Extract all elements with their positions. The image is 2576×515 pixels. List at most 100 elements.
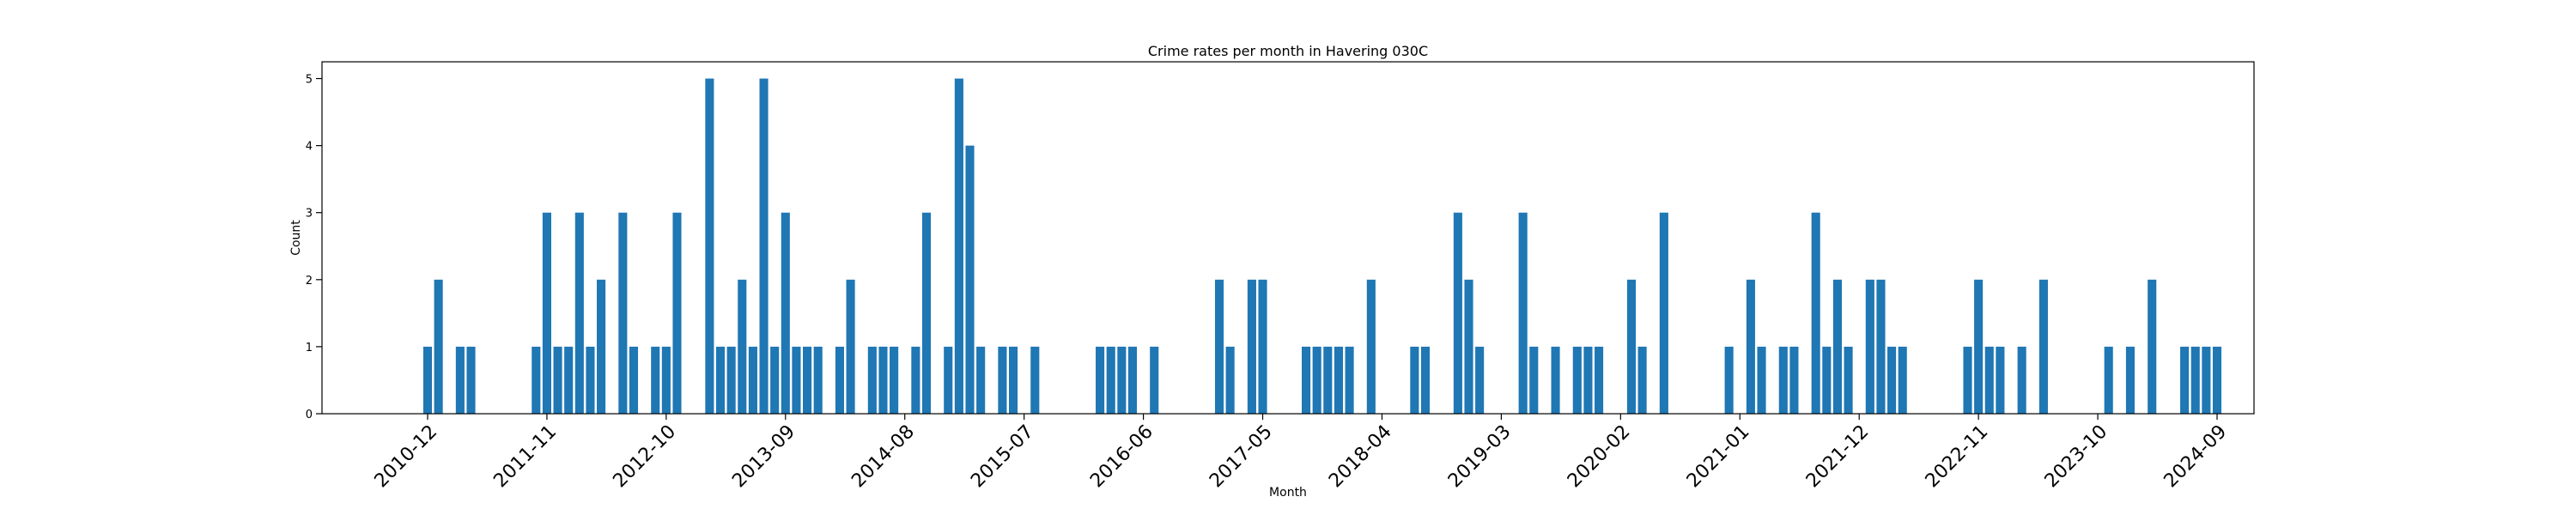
bar-2021-02	[1746, 279, 1755, 414]
bar-2012-07	[629, 346, 639, 414]
bar-2018-07	[1410, 346, 1419, 414]
bar-2013-08	[770, 346, 780, 414]
bar-2018-11	[1453, 212, 1462, 414]
bar-2014-03	[846, 279, 855, 414]
x-tick-label-2018-04: 2018-04	[1325, 421, 1396, 493]
y-tick-label-0: 0	[306, 409, 313, 421]
bar-2018-03	[1366, 279, 1376, 414]
bar-2013-11	[803, 346, 812, 414]
bar-2014-07	[890, 346, 899, 414]
x-tick-label-2010-12: 2010-12	[371, 421, 442, 493]
bar-2015-06	[1008, 346, 1018, 414]
bar-2015-02	[965, 145, 975, 414]
bar-2016-05	[1127, 346, 1138, 414]
bar-2011-11	[542, 212, 551, 414]
bar-2023-05	[2038, 279, 2048, 414]
bar-2011-12	[553, 346, 562, 414]
x-tick-label-2022-11: 2022-11	[1922, 421, 1993, 493]
bar-2018-01	[1345, 346, 1354, 414]
bar-2013-07	[759, 78, 769, 415]
bar-2011-10	[532, 346, 541, 414]
bar-2022-02	[1876, 279, 1886, 414]
bar-2013-02	[705, 78, 714, 415]
bar-2014-10	[921, 212, 932, 414]
bar-2013-10	[792, 346, 801, 414]
bar-2011-03	[455, 346, 465, 414]
bar-2019-06	[1529, 346, 1539, 414]
y-tick-label-2: 2	[306, 275, 313, 288]
bar-2019-12	[1595, 346, 1604, 414]
bar-2014-02	[835, 346, 845, 414]
bar-2022-12	[1984, 346, 1994, 414]
bar-2022-11	[1974, 279, 1984, 414]
bar-2012-03	[586, 346, 595, 414]
bar-2010-12	[422, 346, 433, 414]
x-axis-label: Month	[1269, 486, 1307, 500]
bar-2019-05	[1518, 212, 1528, 414]
bar-2022-04	[1898, 346, 1907, 414]
bar-2020-06	[1659, 212, 1668, 414]
bar-2013-04	[726, 346, 736, 414]
bar-2016-04	[1117, 346, 1127, 414]
bar-2020-12	[1724, 346, 1734, 414]
bar-2014-09	[911, 346, 920, 414]
bar-2017-02	[1225, 346, 1235, 414]
x-tick-label-2014-08: 2014-08	[848, 421, 919, 493]
bar-2024-07	[2190, 346, 2200, 414]
x-tick-label-2020-02: 2020-02	[1564, 421, 1635, 493]
bar-2012-06	[618, 212, 628, 414]
bar-2018-08	[1420, 346, 1431, 414]
y-axis-label: Count	[289, 220, 303, 256]
bar-2020-03	[1626, 279, 1637, 414]
bar-2024-08	[2202, 346, 2211, 414]
bar-2023-03	[2017, 346, 2026, 414]
bar-2012-01	[564, 346, 574, 414]
bar-2024-01	[2125, 346, 2136, 414]
bar-2016-02	[1096, 346, 1105, 414]
bar-2017-09	[1302, 346, 1311, 414]
bar-2014-06	[878, 346, 888, 414]
y-tick-label-4: 4	[306, 141, 313, 154]
bar-2019-01	[1475, 346, 1485, 414]
bar-2015-05	[998, 346, 1007, 414]
bar-2022-03	[1887, 346, 1897, 414]
bar-2015-08	[1030, 346, 1040, 414]
bar-2021-06	[1789, 346, 1799, 414]
bar-2023-01	[1996, 346, 2005, 414]
bar-2014-05	[867, 346, 877, 414]
x-tick-label-2023-10: 2023-10	[2041, 421, 2112, 493]
x-tick-label-2019-03: 2019-03	[1444, 421, 1516, 493]
x-tick-label-2012-10: 2012-10	[609, 421, 680, 493]
bar-2020-04	[1637, 346, 1647, 414]
bar-2017-12	[1334, 346, 1343, 414]
bar-2013-12	[813, 346, 823, 414]
bar-2021-10	[1832, 279, 1842, 414]
x-tick-label-2024-09: 2024-09	[2160, 421, 2232, 493]
y-tick-label-1: 1	[306, 342, 313, 354]
bar-2017-05	[1258, 279, 1267, 414]
bar-2024-06	[2180, 346, 2190, 414]
bar-2013-05	[738, 279, 747, 414]
bar-2021-03	[1757, 346, 1766, 414]
bar-2024-03	[2148, 279, 2157, 414]
bar-2021-11	[1844, 346, 1853, 414]
bar-2012-11	[672, 212, 682, 414]
bar-2011-04	[466, 346, 476, 414]
bar-2016-03	[1106, 346, 1115, 414]
x-axis: 2010-12 2011-11 2012-10 2013-09 2014-08 2015-…	[371, 414, 2232, 493]
bar-2017-01	[1214, 279, 1224, 414]
bar-2014-12	[944, 346, 953, 414]
bar-2022-01	[1865, 279, 1874, 414]
bar-2024-09	[2212, 346, 2222, 414]
bar-2019-08	[1551, 346, 1560, 414]
bar-2012-10	[661, 346, 671, 414]
bar-2012-09	[651, 346, 660, 414]
bar-2011-01	[434, 279, 443, 414]
x-tick-label-2015-07: 2015-07	[967, 421, 1038, 493]
bars-group	[422, 78, 2222, 415]
bar-2023-11	[2104, 346, 2113, 414]
x-tick-label-2011-11: 2011-11	[489, 421, 561, 493]
chart-title: Crime rates per month in Havering 030C	[1148, 43, 1428, 59]
bar-2021-08	[1811, 212, 1820, 414]
